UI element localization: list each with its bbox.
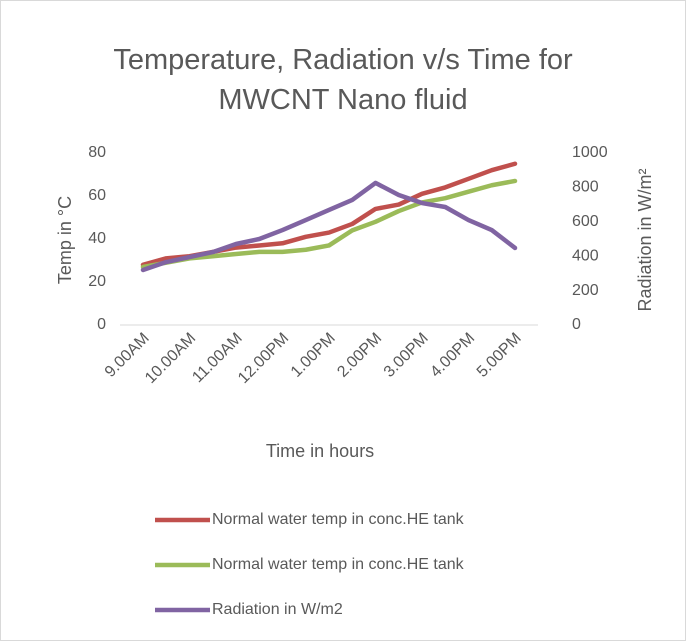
legend-label: Normal water temp in conc.HE tank: [212, 556, 465, 573]
y2-axis-label: Radiation in W/m²: [635, 168, 655, 311]
y-tick-label: 60: [88, 187, 106, 204]
y2-tick-label: 800: [572, 179, 599, 196]
y2-tick-label: 400: [572, 247, 599, 264]
series-line: [140, 178, 518, 270]
y2-tick-label: 0: [572, 316, 581, 333]
x-axis-label: Time in hours: [266, 441, 374, 461]
y-tick-label: 40: [88, 230, 106, 247]
y-axis-label: Temp in °C: [55, 196, 75, 284]
legend-label: Radiation in W/m2: [212, 601, 343, 618]
chart-title: Temperature, Radiation v/s Time for MWCN…: [113, 44, 573, 116]
y2-tick-label: 600: [572, 213, 599, 230]
y-tick-label: 0: [97, 316, 106, 333]
y-tick-label: 20: [88, 273, 106, 290]
y-tick-label: 80: [88, 144, 106, 161]
y2-tick-label: 1000: [572, 144, 608, 161]
y2-tick-label: 200: [572, 282, 599, 299]
legend-label: Normal water temp in conc.HE tank: [212, 511, 465, 528]
series-line: [140, 180, 518, 273]
